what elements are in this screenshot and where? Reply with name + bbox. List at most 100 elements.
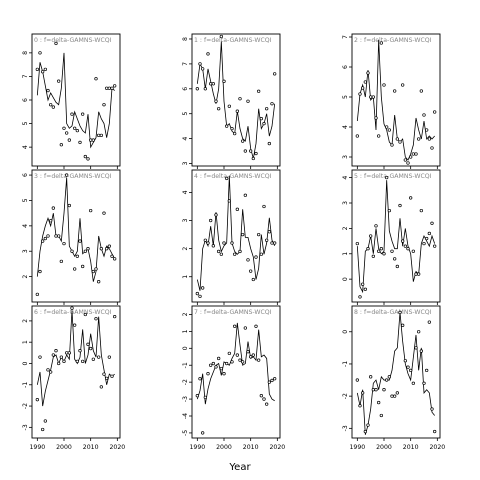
fit-line [356,39,435,161]
y-tick-label: 3 [342,201,349,205]
panel-frame [31,33,121,167]
observation-point [206,241,210,245]
observation-point [425,236,429,241]
observation-point [417,330,421,334]
observation-point [401,83,405,87]
observation-point [217,249,221,254]
observation-point [102,103,106,107]
observation-point [35,67,39,72]
observation-point [43,419,47,423]
observation-point [222,79,226,83]
observation-point [81,264,85,269]
observation-point [203,238,207,242]
observation-point [243,326,247,330]
observation-point [235,109,239,113]
observation-point [62,126,66,130]
observation-point [62,359,66,364]
observation-point [35,292,39,297]
y-tick-label: 4 [22,224,29,228]
observation-point [227,351,231,356]
observation-point [374,388,378,392]
observation-point [390,249,394,253]
observation-point [238,249,242,254]
observation-point [49,370,53,374]
observation-point [38,355,42,359]
observation-point [214,99,218,103]
observation-point [211,361,215,366]
observation-point [433,110,437,114]
observation-point [201,286,205,290]
observation-point [75,359,79,364]
panel-8: 8 : f=delta-GAMNS-WCQI -3 -2 -1 0 1990 2000 201… [342,305,445,451]
observation-point [385,378,389,382]
fit-line [196,175,276,291]
observation-point [51,105,55,109]
observation-point [203,87,207,91]
observation-point [369,375,373,379]
observation-point [233,324,237,328]
observation-point [41,427,45,432]
observation-point [97,280,101,284]
y-tick-label: 3 [182,219,189,223]
panel-5: 7 : f=delta-GAMNS-WCQI -5 -4 -3 -2 -1 0 1 2 1990 2… [182,305,285,451]
y-tick-label: -1 [342,361,349,367]
observation-point [86,342,90,346]
observation-point [233,131,237,136]
observation-point [49,219,53,223]
observation-point [430,146,434,150]
observation-point [422,381,426,385]
observation-point [201,431,205,435]
observation-point [241,139,245,143]
observation-point [267,230,271,234]
observation-point [105,247,109,251]
panel-0: 0 : f=delta-GAMNS-WCQI 4 5 6 7 8 [22,33,121,169]
observation-point [249,355,253,359]
x-axis-label: Year [228,462,251,473]
observation-point [361,391,365,395]
observation-point [65,173,69,177]
observation-point [35,398,39,402]
observation-point [94,77,98,81]
observation-point [217,107,221,111]
observation-point [222,241,226,245]
observation-point [398,140,402,144]
y-tick-label: 1 [182,329,189,333]
observation-point [363,429,367,434]
observation-point [403,359,407,363]
observation-point [86,247,90,251]
observation-point [227,199,231,203]
panel-title: 3 : f=delta-GAMNS-WCQI [34,173,112,180]
observation-point [75,128,79,133]
fit-line [356,180,436,294]
observation-point [358,92,362,96]
observation-point [251,156,255,161]
observation-point [259,252,263,256]
observation-point [214,213,218,217]
panel-6: 2 : f=delta-GAMNS-WCQI 3 4 5 6 7 [342,33,441,169]
observation-point [57,361,61,366]
observation-point [238,358,242,362]
observation-point [75,254,79,258]
observation-point [379,247,383,251]
observation-point [209,363,213,367]
observation-point [422,241,426,246]
panel-title: 0 : f=delta-GAMNS-WCQI [34,37,112,44]
panel-3: 1 : f=delta-GAMNS-WCQI 3 4 5 6 7 8 [182,33,281,169]
observation-point [425,128,429,132]
observation-point [249,269,253,273]
observation-point [65,351,69,355]
observation-point [371,388,375,392]
observation-point [113,84,117,88]
observation-point [46,88,50,93]
y-tick-label: 4 [182,137,189,141]
observation-point [54,234,58,238]
observation-point [259,394,263,398]
y-tick-label: -3 [342,425,349,431]
observation-point [201,67,205,71]
panel-7: 5 : f=delta-GAMNS-WCQI 0 1 2 3 4 [342,169,441,305]
observation-point [398,203,402,208]
observation-point [211,82,215,86]
observation-point [81,359,85,364]
observation-point [395,264,399,269]
